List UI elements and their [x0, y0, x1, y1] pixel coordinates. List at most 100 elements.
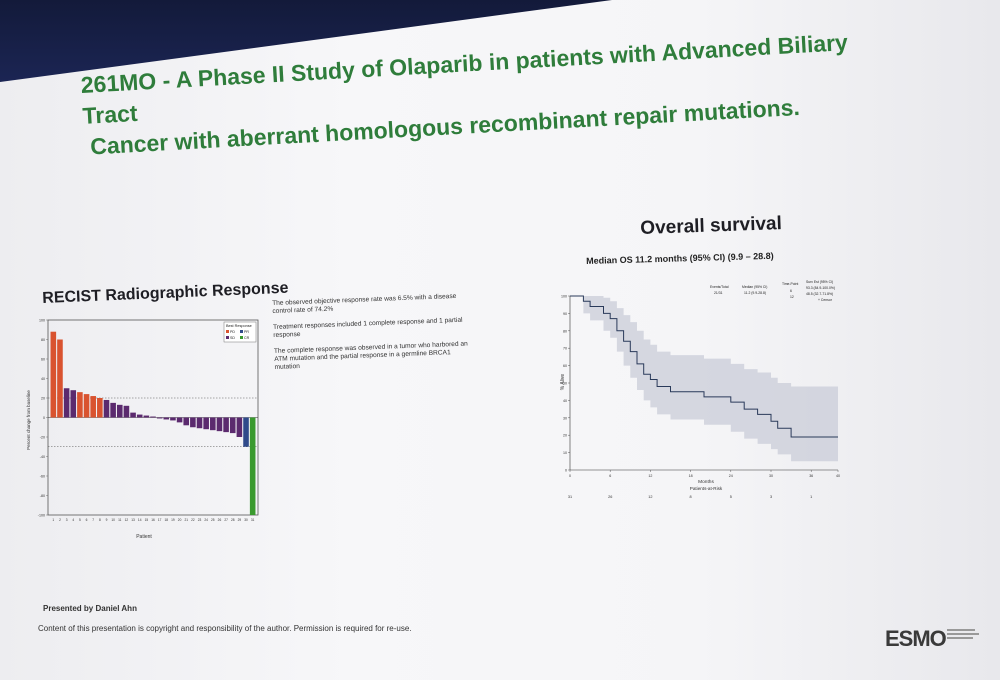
os-xtick-label: 30 — [769, 474, 773, 478]
waterfall-bar-4 — [70, 390, 77, 418]
stats-tp2: 12 — [790, 295, 794, 299]
waterfall-legend: Best Response PD PR SD CR — [223, 321, 257, 343]
waterfall-xtick-label: 14 — [138, 518, 142, 522]
response-notes: The observed objective response rate was… — [272, 292, 475, 380]
os-ytick-label: 70 — [563, 347, 567, 351]
waterfall-xtick-label: 30 — [244, 518, 248, 522]
recist-heading: RECIST Radiographic Response — [42, 279, 289, 307]
waterfall-bar-28 — [229, 417, 236, 434]
waterfall-bar-23 — [196, 417, 203, 429]
waterfall-bar-3 — [63, 388, 70, 418]
os-ytick-label: 40 — [563, 399, 567, 403]
waterfall-xtick-label: 10 — [111, 518, 115, 522]
waterfall-bar-8 — [97, 398, 103, 418]
risk-count: 1 — [810, 495, 812, 499]
waterfall-bar-13 — [130, 412, 136, 418]
copyright-notice: Content of this presentation is copyrigh… — [38, 624, 412, 633]
os-xlabel: Months — [698, 479, 714, 485]
waterfall-bar-16 — [150, 416, 156, 418]
waterfall-bar-11 — [116, 404, 123, 418]
risk-count: 3 — [770, 495, 772, 499]
os-ytick-label: 30 — [563, 416, 567, 420]
waterfall-bar-29 — [236, 417, 243, 437]
stats-h-events: Events/Total — [710, 285, 729, 289]
waterfall-xtick-label: 25 — [211, 518, 215, 522]
risk-table-label: Patients-at-Risk — [690, 486, 723, 491]
os-survival-curve — [570, 295, 838, 438]
waterfall-ytick-label: -100 — [38, 514, 45, 518]
waterfall-bar-7 — [90, 396, 96, 418]
waterfall-xtick-label: 8 — [99, 518, 101, 522]
stats-censor: + Censor — [818, 298, 833, 302]
waterfall-bar-31 — [249, 417, 256, 515]
os-ytick-label: 10 — [563, 451, 567, 455]
legend-title: Best Response — [226, 324, 252, 328]
waterfall-bar-5 — [77, 392, 83, 418]
stats-est2: 48.5 (32.7-71.8%) — [806, 292, 833, 296]
os-stats-table: Events/Total Median (95% CI) Time-Point … — [710, 280, 835, 302]
waterfall-ylabel: Percent change from baseline — [26, 390, 31, 450]
waterfall-xtick-label: 5 — [79, 518, 81, 522]
stats-events: 21/31 — [714, 291, 723, 295]
legend-pr: PR — [244, 330, 249, 334]
waterfall-ytick-label: 100 — [39, 319, 45, 323]
stats-tp1: 6 — [790, 289, 792, 293]
waterfall-xtick-label: 18 — [165, 518, 169, 522]
os-xtick-label: 0 — [569, 474, 571, 478]
os-xtick-label: 6 — [609, 474, 611, 478]
waterfall-ytick-label: 80 — [41, 338, 45, 342]
esmo-logo-tagline-graphic — [947, 627, 987, 641]
waterfall-bar-2 — [57, 339, 63, 418]
risk-count: 31 — [568, 495, 572, 499]
waterfall-bar-1 — [50, 331, 57, 418]
waterfall-xtick-label: 22 — [191, 518, 195, 522]
waterfall-bar-21 — [183, 417, 190, 426]
waterfall-xtick-label: 3 — [66, 518, 68, 522]
waterfall-ytick-label: -60 — [40, 475, 45, 479]
waterfall-xtick-label: 1 — [52, 518, 54, 522]
os-xtick-label: 18 — [689, 474, 693, 478]
waterfall-ytick-label: 60 — [41, 358, 45, 362]
os-ytick-label: 90 — [563, 312, 567, 316]
waterfall-bar-22 — [190, 417, 196, 428]
waterfall-xtick-label: 15 — [145, 518, 149, 522]
waterfall-bar-27 — [223, 417, 229, 433]
waterfall-bar-19 — [170, 417, 176, 421]
legend-cr: CR — [244, 336, 250, 340]
waterfall-bar-18 — [163, 417, 170, 420]
os-ytick-label: 80 — [563, 329, 567, 333]
waterfall-bar-12 — [123, 405, 130, 418]
waterfall-bar-25 — [210, 417, 216, 431]
waterfall-xtick-label: 26 — [218, 518, 222, 522]
waterfall-bar-26 — [216, 417, 223, 432]
waterfall-xtick-label: 4 — [72, 518, 74, 522]
waterfall-ytick-label: -20 — [40, 436, 45, 440]
waterfall-xtick-label: 9 — [106, 518, 108, 522]
os-ytick-label: 20 — [563, 434, 567, 438]
note-responses: Treatment responses included 1 complete … — [272, 316, 463, 339]
note-mutations: The complete response was observed in a … — [273, 340, 468, 371]
os-heading: Overall survival — [640, 213, 783, 239]
os-ytick-label: 60 — [563, 364, 567, 368]
stats-h-timepoint: Time-Point — [782, 282, 798, 286]
stats-h-median: Median (95% CI) — [742, 285, 767, 289]
waterfall-xtick-label: 23 — [198, 518, 202, 522]
waterfall-ytick-label: -80 — [40, 494, 45, 498]
os-xtick-label: 40 — [836, 474, 840, 478]
os-ytick-label: 50 — [563, 382, 567, 386]
waterfall-xtick-label: 16 — [151, 518, 155, 522]
waterfall-xtick-label: 29 — [238, 518, 242, 522]
os-ytick-label: 0 — [565, 469, 567, 473]
waterfall-bar-14 — [136, 414, 143, 418]
waterfall-xtick-label: 28 — [231, 518, 235, 522]
waterfall-xtick-label: 21 — [184, 518, 188, 522]
legend-sd: SD — [230, 336, 235, 340]
waterfall-bar-6 — [83, 394, 90, 418]
stats-h-survest: Surv Est (95% CI) — [806, 280, 833, 284]
note-orr: The observed objective response rate was… — [272, 292, 457, 315]
os-xtick-label: 12 — [648, 474, 652, 478]
waterfall-xlabel: Patient — [136, 534, 152, 540]
